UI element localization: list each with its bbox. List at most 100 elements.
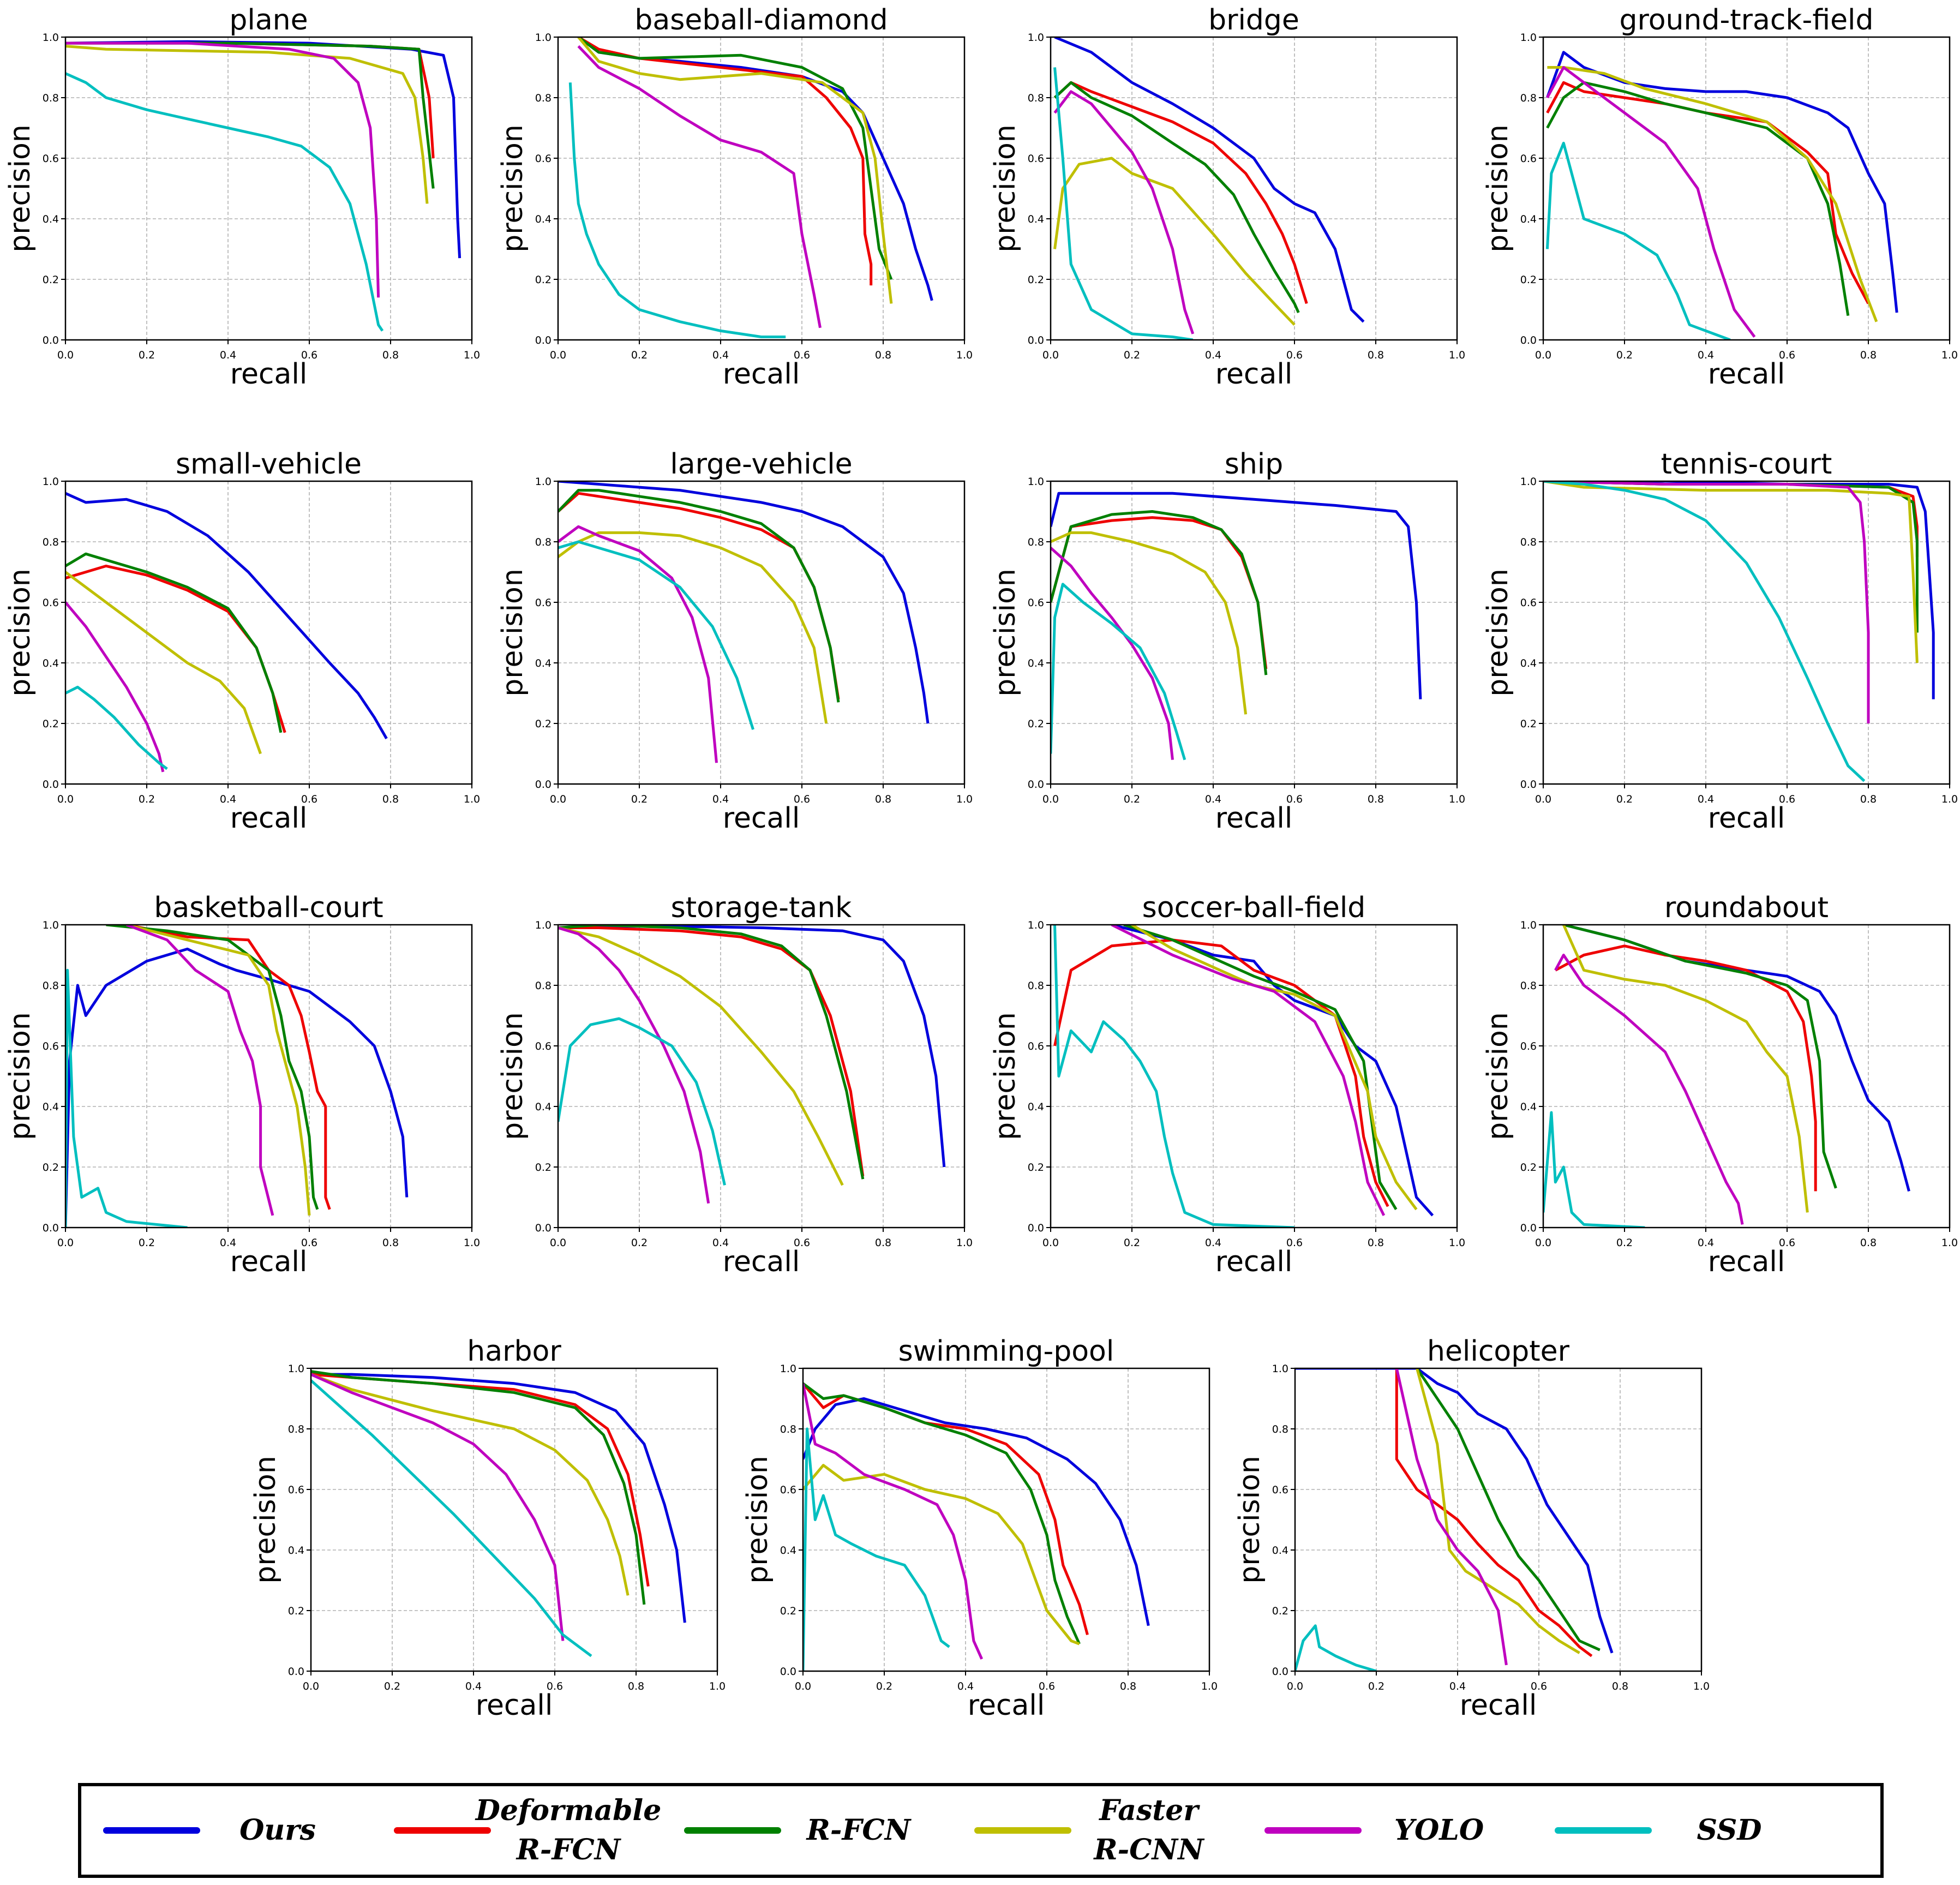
y-axis-label: precision [989,1012,1022,1140]
y-tick-label: 0.4 [1028,213,1044,225]
x-tick-label: 0.2 [384,1680,400,1692]
subplot-title: ground-track-field [1619,4,1873,37]
subplot-harbor: 0.0 0.0 0.2 0.2 0.4 0.4 0.6 0.6 0.8 0.8 1.0 1.0 harb… [249,1335,726,1722]
series-line-faster-r-cnn [65,571,262,755]
series-line-ssd [1543,481,1866,782]
y-axis-label: precision [496,124,529,253]
subplot-title: ship [1225,448,1284,481]
y-tick-label: 1.0 [288,1363,304,1375]
y-tick-label: 0.4 [43,657,59,669]
x-tick-label: 0.6 [1286,793,1303,805]
series-line-ours [1111,925,1434,1217]
series-line-yolo [1546,66,1756,338]
x-tick-label: 0.6 [1039,1680,1055,1692]
series-line-faster-r-cnn [1416,1368,1580,1654]
x-tick-label: 0.2 [1124,793,1140,805]
y-tick-label: 1.0 [1520,476,1537,488]
x-tick-label: 0.4 [1205,1237,1221,1249]
plot-frame [64,924,473,1229]
y-tick-label: 0.8 [43,536,59,548]
series-line-ssd [568,82,786,338]
x-tick-label: 0.8 [875,349,891,361]
y-tick-label: 0.0 [43,779,59,791]
series-line-ours [1051,492,1422,699]
series-line-deformable-r-fcn [1546,81,1870,304]
x-axis-label: recall [230,358,308,391]
x-tick-label: 0.6 [547,1680,563,1692]
x-tick-label: 0.8 [628,1680,644,1692]
series-line-faster-r-cnn [803,1464,1080,1645]
x-tick-label: 0.6 [1779,1237,1795,1249]
y-tick-label: 1.0 [43,476,59,488]
x-tick-label: 0.4 [712,349,729,361]
x-tick-label: 0.4 [712,1237,729,1249]
series-line-yolo [577,45,822,328]
x-tick-label: 1.0 [1941,1237,1958,1249]
subplot-small-vehicle: 0.0 0.0 0.2 0.2 0.4 0.4 0.6 0.6 0.8 0.8 1.0 1.0 smal… [4,448,480,835]
x-tick-label: 0.6 [794,1237,810,1249]
y-axis-label: precision [4,1012,37,1140]
y-tick-label: 1.0 [1272,1363,1288,1375]
series-line-r-fcn [106,925,319,1210]
x-tick-label: 0.4 [465,1680,482,1692]
series-line-ours [1546,51,1898,313]
y-tick-label: 0.4 [43,1101,59,1113]
y-tick-label: 0.0 [535,334,552,346]
x-tick-label: 0.0 [550,793,566,805]
plot-frame [802,1367,1210,1672]
plot-frame [310,1367,718,1672]
y-tick-label: 0.6 [43,1040,59,1052]
series-line-yolo [1395,1368,1508,1666]
series-line-ssd [1053,925,1295,1228]
x-tick-label: 0.2 [631,1237,648,1249]
series-line-ours [1054,37,1365,323]
x-tick-label: 0.6 [1779,793,1795,805]
x-tick-label: 0.4 [220,349,236,361]
y-tick-label: 0.8 [535,92,552,104]
y-tick-label: 0.6 [535,153,552,165]
x-tick-label: 0.0 [303,1680,319,1692]
series-line-yolo [311,1373,565,1641]
y-tick-label: 0.6 [1028,1040,1044,1052]
y-tick-label: 0.6 [535,1040,552,1052]
y-tick-label: 0.2 [535,718,552,730]
y-tick-label: 0.6 [535,597,552,609]
x-tick-label: 0.4 [1205,793,1221,805]
subplot-title: large-vehicle [670,448,852,481]
x-tick-label: 0.0 [1042,349,1059,361]
y-tick-label: 0.4 [1520,213,1537,225]
y-axis-label: precision [1482,124,1514,253]
x-tick-label: 0.0 [795,1680,811,1692]
series-line-deformable-r-fcn [1053,81,1308,304]
x-tick-label: 0.8 [382,793,399,805]
x-tick-label: 0.0 [1535,349,1551,361]
y-tick-label: 0.0 [780,1666,796,1678]
subplot-title: basketball-court [154,891,383,924]
subplot-title: baseball-diamond [634,4,888,37]
x-tick-label: 0.8 [1860,1237,1877,1249]
subplot-title: plane [229,4,308,37]
x-tick-label: 0.0 [1287,1680,1303,1692]
subplot-baseball-diamond: 0.0 0.0 0.2 0.2 0.4 0.4 0.6 0.6 0.8 0.8 1.0 1.0 base… [496,4,973,391]
series-line-r-fcn [1416,1368,1601,1651]
x-tick-label: 0.6 [301,1237,317,1249]
y-tick-label: 1.0 [43,919,59,931]
legend-swatch [684,1827,781,1834]
series-line-faster-r-cnn [1053,157,1296,326]
series-line-yolo [1053,90,1195,334]
y-tick-label: 0.4 [1520,1101,1537,1113]
series-line-ours [65,947,409,1228]
x-tick-label: 1.0 [956,349,973,361]
x-axis-label: recall [230,1246,308,1278]
y-tick-label: 0.6 [288,1484,304,1496]
series-line-faster-r-cnn [65,45,429,204]
x-tick-label: 1.0 [1201,1680,1218,1692]
series-line-ssd [65,685,168,770]
x-tick-label: 0.0 [1042,793,1059,805]
subplot-title: soccer-ball-field [1142,891,1366,924]
series-line-faster-r-cnn [577,37,893,304]
series-line-yolo [558,525,718,763]
y-tick-label: 0.0 [535,1222,552,1234]
subplot-tennis-court: 0.0 0.0 0.2 0.2 0.4 0.4 0.6 0.6 0.8 0.8 1.0 1.0 tenn… [1482,448,1958,835]
